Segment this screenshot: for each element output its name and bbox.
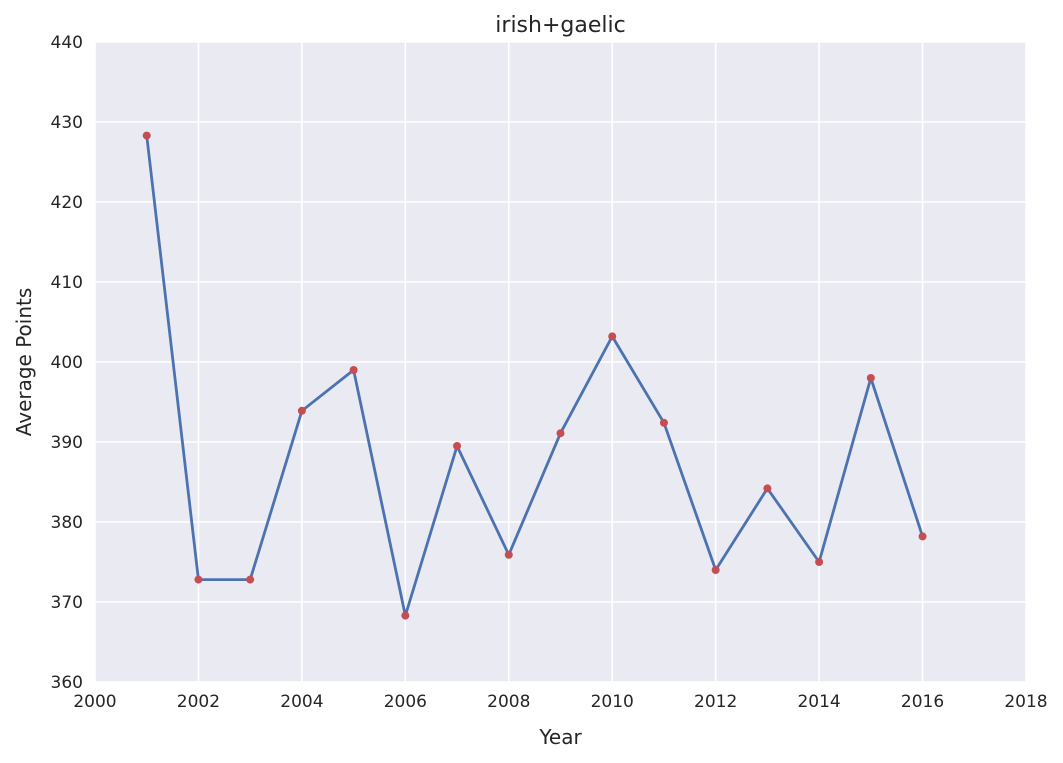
data-point [297,406,306,415]
data-point [142,131,151,140]
x-tick-label: 2006 [384,692,427,712]
data-point [556,429,565,438]
x-tick-label: 2018 [1004,692,1047,712]
chart-title: irish+gaelic [495,13,625,38]
y-tick-label: 360 [51,673,83,693]
grid-lines [94,41,1027,683]
y-tick-label: 390 [51,433,83,453]
series-layer [142,131,927,620]
x-tick-label: 2010 [591,692,634,712]
data-point [866,374,875,382]
y-tick-label: 400 [51,353,83,373]
data-point [608,332,617,341]
y-tick-label: 420 [51,193,83,213]
data-point [401,611,410,620]
data-point [504,550,513,559]
x-tick-label: 2000 [73,692,116,712]
data-point [246,575,255,584]
series-line [145,134,924,617]
x-tick-label: 2008 [487,692,530,712]
y-tick-label: 370 [51,593,83,613]
data-point [815,558,824,566]
data-point [763,484,772,493]
y-tick-label: 410 [51,273,83,293]
x-tick-label: 2016 [901,692,944,712]
y-tick-labels: 360 370 380 390 400 410 420 430 440 [51,33,83,693]
y-axis-title: Average Points [12,288,36,437]
data-point [659,418,668,427]
x-tick-label: 2014 [797,692,840,712]
x-tick-label: 2004 [280,692,323,712]
x-axis-title: Year [538,725,582,749]
y-tick-label: 430 [51,113,83,133]
x-tick-label: 2002 [177,692,220,712]
data-point [711,566,720,574]
y-tick-label: 380 [51,513,83,533]
x-tick-label: 2012 [694,692,737,712]
data-point [453,442,462,450]
data-point [918,532,927,541]
data-point [349,366,358,374]
data-point [194,575,203,584]
y-tick-label: 440 [51,33,83,53]
x-tick-labels: 2000 2002 2004 2006 2008 2010 2012 2014 2016 2018 [73,692,1047,712]
